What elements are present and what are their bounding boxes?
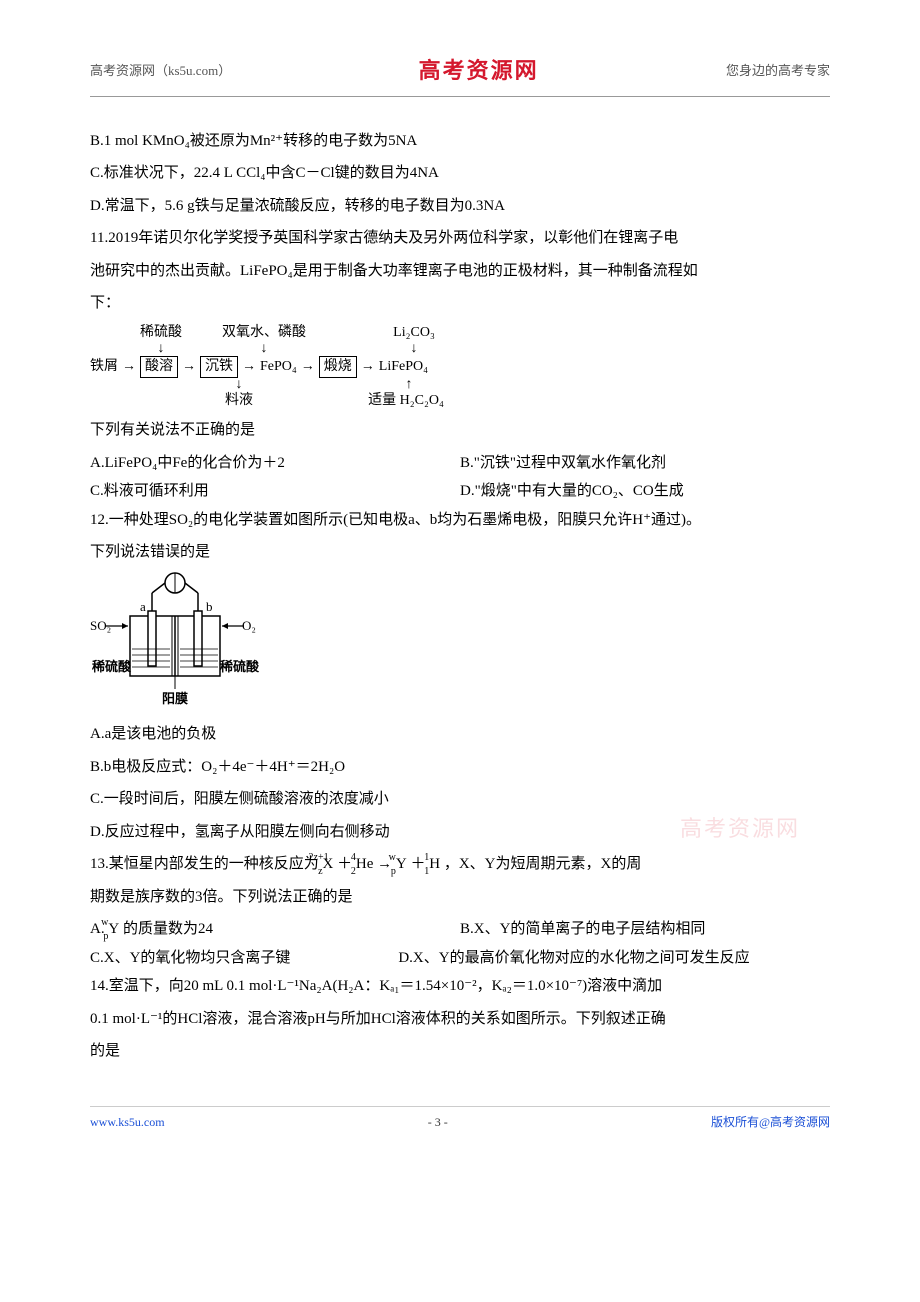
flow-bottom-label-1: 料液	[214, 392, 264, 410]
footer-left-link[interactable]: www.ks5u.com	[90, 1111, 165, 1134]
document-body: B.1 mol KMnO₄被还原为Mn²⁺转移的电子数为5NA C.标准状况下，…	[90, 127, 830, 1066]
q13-option-c: C.X、Y的氧化物均只含离子键	[90, 944, 398, 973]
arrow-right-icon: →	[357, 358, 379, 376]
flow-top-label-1: 稀硫酸	[132, 324, 190, 342]
battery-svg: a b SO₂ O₂ 稀硫酸 稀硫酸 阳膜	[90, 571, 260, 706]
q11-stem-line3: 下：	[90, 289, 830, 318]
q12-stem-line1: 12.一种处理SO₂的电化学装置如图所示(已知电极a、b均为石墨烯电极，阳膜只允…	[90, 506, 830, 535]
q12-option-a: A.a是该电池的负极	[90, 720, 830, 749]
q11-option-c: C.料液可循环利用	[90, 477, 460, 506]
flow-node-4: 煅烧	[319, 356, 357, 378]
nuclide-y-optA: wpY	[108, 915, 119, 944]
arrow-right-icon: →	[297, 358, 319, 376]
arrow-down-icon: ↓	[214, 378, 264, 392]
page-footer: www.ks5u.com - 3 - 版权所有@高考资源网	[90, 1106, 830, 1134]
flow-top-label-3: Li₂CO₃	[384, 324, 444, 342]
electrode-a-label: a	[140, 599, 146, 614]
nuclide-y: wpY	[396, 850, 407, 879]
left-gas-label: SO₂	[90, 618, 111, 633]
q13-option-d: D.X、Y的最高价氧化物对应的水化物之间可发生反应	[398, 944, 830, 973]
arrow-up-icon: ↑	[384, 378, 434, 392]
arrow-right-icon: →	[118, 358, 140, 376]
q14-stem-line3: 的是	[90, 1037, 830, 1066]
header-left: 高考资源网（ks5u.com）	[90, 59, 231, 84]
footer-page-number: - 3 -	[428, 1111, 448, 1134]
q14-stem-line1: 14.室温下，向20 mL 0.1 mol·L⁻¹Na₂A(H₂A：Kₐ₁＝1.…	[90, 972, 830, 1001]
header-center-logo: 高考资源网	[419, 50, 539, 92]
header-right: 您身边的高考专家	[726, 59, 830, 84]
q11-option-b: B."沉铁"过程中双氧水作氧化剂	[460, 449, 830, 478]
nuclide-he: 42He	[356, 850, 374, 879]
electrode-b-label: b	[206, 599, 213, 614]
q10-option-c: C.标准状况下，22.4 L CCl₄中含C－Cl键的数目为4NA	[90, 159, 830, 188]
footer-copyright: 版权所有@高考资源网	[711, 1111, 830, 1134]
flow-node-0: 铁屑	[90, 358, 118, 376]
arrow-down-icon: ↓	[132, 342, 190, 356]
watermark-text: 高考资源网	[680, 808, 800, 850]
q14-stem-line2: 0.1 mol·L⁻¹的HCl溶液，混合溶液pH与所加HCl溶液体积的关系如图所…	[90, 1005, 830, 1034]
page-header: 高考资源网（ks5u.com） 高考资源网 您身边的高考专家	[90, 50, 830, 97]
page-container: 高考资源网（ks5u.com） 高考资源网 您身边的高考专家 B.1 mol K…	[0, 0, 920, 1174]
arrow-down-icon: ↓	[384, 342, 444, 356]
left-solution-label: 稀硫酸	[92, 659, 132, 674]
nuclide-h: 11H	[429, 850, 440, 879]
q10-option-d: D.常温下，5.6 g铁与足量浓硫酸反应，转移的电子数目为0.3NA	[90, 192, 830, 221]
q13-stem-line1: 13.某恒星内部发生的一种核反应为 2z+1zX ＋ 42He → wpY ＋ …	[90, 850, 830, 879]
flow-node-2: 沉铁	[200, 356, 238, 378]
q11-option-a: A.LiFePO₄中Fe的化合价为＋2	[90, 449, 460, 478]
q12-battery-diagram: a b SO₂ O₂ 稀硫酸 稀硫酸 阳膜	[90, 571, 260, 717]
q13-stem-post: ，X、Y为短周期元素，X的周	[444, 856, 642, 872]
membrane-label: 阳膜	[162, 691, 188, 706]
q10-option-b: B.1 mol KMnO₄被还原为Mn²⁺转移的电子数为5NA	[90, 127, 830, 156]
q11-option-d: D."煅烧"中有大量的CO₂、CO生成	[460, 477, 830, 506]
flow-node-3: FePO₄	[260, 358, 297, 376]
flow-top-label-2: 双氧水、磷酸	[214, 324, 314, 342]
q11-flow-diagram: 稀硫酸 双氧水、磷酸 Li₂CO₃ ↓ ↓ ↓ 铁屑 → 酸溶 → 沉铁 →	[90, 324, 830, 411]
q13-option-b: B.X、Y的简单离子的电子层结构相同	[460, 915, 830, 944]
nuclide-x: 2z+1zX	[323, 850, 334, 879]
arrow-down-icon: ↓	[214, 342, 314, 356]
right-solution-label: 稀硫酸	[220, 659, 260, 674]
arrow-right-icon: →	[238, 358, 260, 376]
flow-bottom-label-2: 适量 H₂C₂O₄	[346, 392, 466, 410]
q13-option-a: A. wpY 的质量数为24	[90, 915, 460, 944]
right-gas-label: O₂	[242, 618, 256, 633]
q12-option-b: B.b电极反应式：O₂＋4e⁻＋4H⁺＝2H₂O	[90, 753, 830, 782]
q11-stem-line1: 11.2019年诺贝尔化学奖授予英国科学家古德纳夫及另外两位科学家，以彰他们在锂…	[90, 224, 830, 253]
q13-stem-pre: 13.某恒星内部发生的一种核反应为	[90, 856, 319, 872]
q11-stem-line2: 池研究中的杰出贡献。LiFePO₄是用于制备大功率锂离子电池的正极材料，其一种制…	[90, 257, 830, 286]
arrow-right-icon: →	[178, 358, 200, 376]
q11-after: 下列有关说法不正确的是	[90, 416, 830, 445]
flow-node-1: 酸溶	[140, 356, 178, 378]
q12-stem-line2: 下列说法错误的是	[90, 538, 830, 567]
q13-stem-line2: 期数是族序数的3倍。下列说法正确的是	[90, 883, 830, 912]
flow-node-5: LiFePO₄	[379, 358, 428, 376]
